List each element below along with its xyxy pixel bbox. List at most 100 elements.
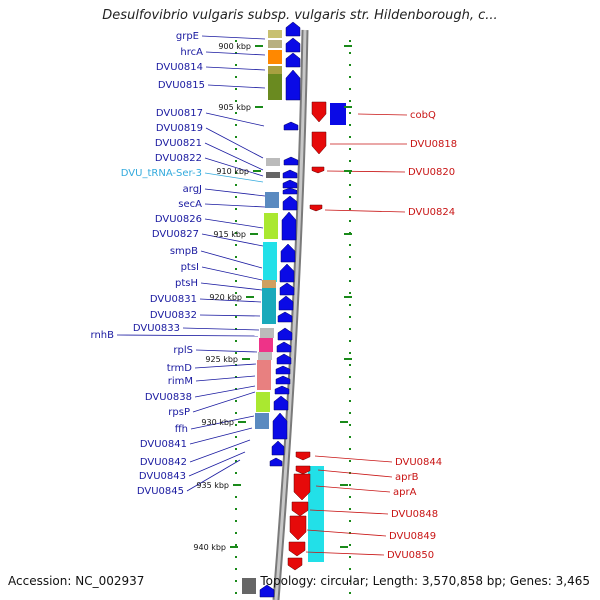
- ruler-dot: [235, 412, 237, 414]
- annotation-block: [268, 40, 282, 48]
- gene-label-dvu0817: DVU0817: [156, 108, 203, 119]
- ruler-dot: [235, 436, 237, 438]
- ruler-dot: [235, 280, 237, 282]
- forward-gene-arrow: [283, 156, 299, 166]
- leader-line: [201, 35, 266, 40]
- ruler-dot: [349, 220, 351, 222]
- ruler-dot: [349, 196, 351, 198]
- ruler-dot: [349, 592, 351, 594]
- leader-line: [314, 455, 393, 463]
- ruler-dot: [235, 580, 237, 582]
- leader-line: [204, 218, 264, 229]
- forward-gene-arrow: [282, 179, 298, 189]
- ruler-dot: [349, 376, 351, 378]
- leader-line: [306, 529, 387, 537]
- ruler-dot: [235, 136, 237, 138]
- ruler-dot: [349, 40, 351, 42]
- forward-gene-arrow: [282, 187, 298, 195]
- forward-gene-arrow: [285, 69, 301, 101]
- ruler-dot: [349, 244, 351, 246]
- forward-gene-arrow: [274, 385, 290, 395]
- annotation-block: [256, 392, 270, 412]
- forward-gene-arrow: [277, 327, 293, 341]
- ruler-dot: [349, 184, 351, 186]
- ruler-dot: [235, 88, 237, 90]
- leader-line: [205, 112, 265, 127]
- ruler-dot: [349, 388, 351, 390]
- ruler-dot: [235, 220, 237, 222]
- ruler-dot: [349, 436, 351, 438]
- ruler-dot: [235, 184, 237, 186]
- ruler-dot: [235, 496, 237, 498]
- reverse-gene-arrow: [295, 451, 311, 461]
- gene-label-dvu0831: DVU0831: [150, 294, 197, 305]
- leader-line: [204, 203, 266, 208]
- annotation-block: [259, 338, 273, 352]
- ruler-major-tick: [242, 358, 250, 360]
- leader-line: [204, 142, 264, 171]
- ruler-dot: [235, 460, 237, 462]
- ruler-dot: [235, 292, 237, 294]
- ruler-minor-tick: [340, 421, 348, 423]
- ruler-dot: [349, 208, 351, 210]
- gene-label-rnhb: rnhB: [91, 330, 115, 341]
- ruler-dot: [349, 316, 351, 318]
- ruler-dot: [349, 64, 351, 66]
- gene-label-dvu0822: DVU0822: [155, 153, 202, 164]
- leader-line: [199, 298, 262, 303]
- ruler-dot: [349, 172, 351, 174]
- gene-label-dvu0824: DVU0824: [408, 207, 455, 218]
- leader-line: [190, 415, 255, 430]
- reverse-gene-arrow: [295, 465, 311, 475]
- leader-line: [200, 250, 263, 269]
- reverse-gene-arrow: [288, 541, 306, 557]
- reverse-gene-arrow: [293, 473, 311, 501]
- forward-gene-arrow: [273, 395, 289, 411]
- ruler-minor-tick: [344, 233, 352, 235]
- ruler-dot: [235, 208, 237, 210]
- gene-label-dvu0849: DVU0849: [389, 531, 436, 542]
- ruler-dot: [235, 148, 237, 150]
- ruler-dot: [349, 556, 351, 558]
- ruler-major-tick: [233, 484, 241, 486]
- forward-gene-arrow: [282, 195, 298, 211]
- gene-label-dvu0832: DVU0832: [150, 310, 197, 321]
- leader-line: [305, 551, 385, 556]
- gene-label-apra: aprA: [393, 487, 417, 498]
- leader-line: [186, 459, 241, 492]
- ruler-major-tick: [255, 45, 263, 47]
- ruler-dot: [235, 388, 237, 390]
- ruler-tick-label: 940 kbp: [193, 543, 226, 552]
- backbone-arc: [274, 29, 307, 600]
- gene-label-dvu0845: DVU0845: [137, 486, 184, 497]
- ruler-major-tick: [253, 170, 261, 172]
- reverse-gene-arrow: [287, 557, 303, 571]
- leader-line: [116, 334, 259, 337]
- ruler-dot: [349, 508, 351, 510]
- ruler-major-tick: [250, 233, 258, 235]
- ruler-minor-tick: [344, 45, 352, 47]
- forward-gene-arrow: [259, 584, 275, 598]
- ruler-dot: [349, 88, 351, 90]
- gene-label-dvu_trna-ser-3: DVU_tRNA-Ser-3: [121, 168, 202, 179]
- annotation-block: [266, 158, 280, 166]
- gene-label-grpe: grpE: [176, 31, 199, 42]
- annotation-block: [258, 352, 272, 360]
- gene-label-dvu0821: DVU0821: [155, 138, 202, 149]
- reverse-gene-arrow: [309, 204, 323, 212]
- gene-label-rimm: rimM: [168, 376, 193, 387]
- gene-label-cobq: cobQ: [410, 110, 436, 121]
- ruler-dot: [349, 340, 351, 342]
- annotation-block: [308, 466, 324, 562]
- accession-text: Accession: NC_002937: [8, 574, 145, 588]
- ruler-major-tick: [246, 296, 254, 298]
- leader-line: [189, 439, 251, 463]
- ruler-dot: [235, 64, 237, 66]
- ruler-dot: [349, 304, 351, 306]
- leader-line: [324, 209, 406, 213]
- ruler-tick-label: 900 kbp: [218, 42, 251, 51]
- ruler-dot: [349, 160, 351, 162]
- ruler-dot: [349, 268, 351, 270]
- gene-label-dvu0838: DVU0838: [145, 392, 192, 403]
